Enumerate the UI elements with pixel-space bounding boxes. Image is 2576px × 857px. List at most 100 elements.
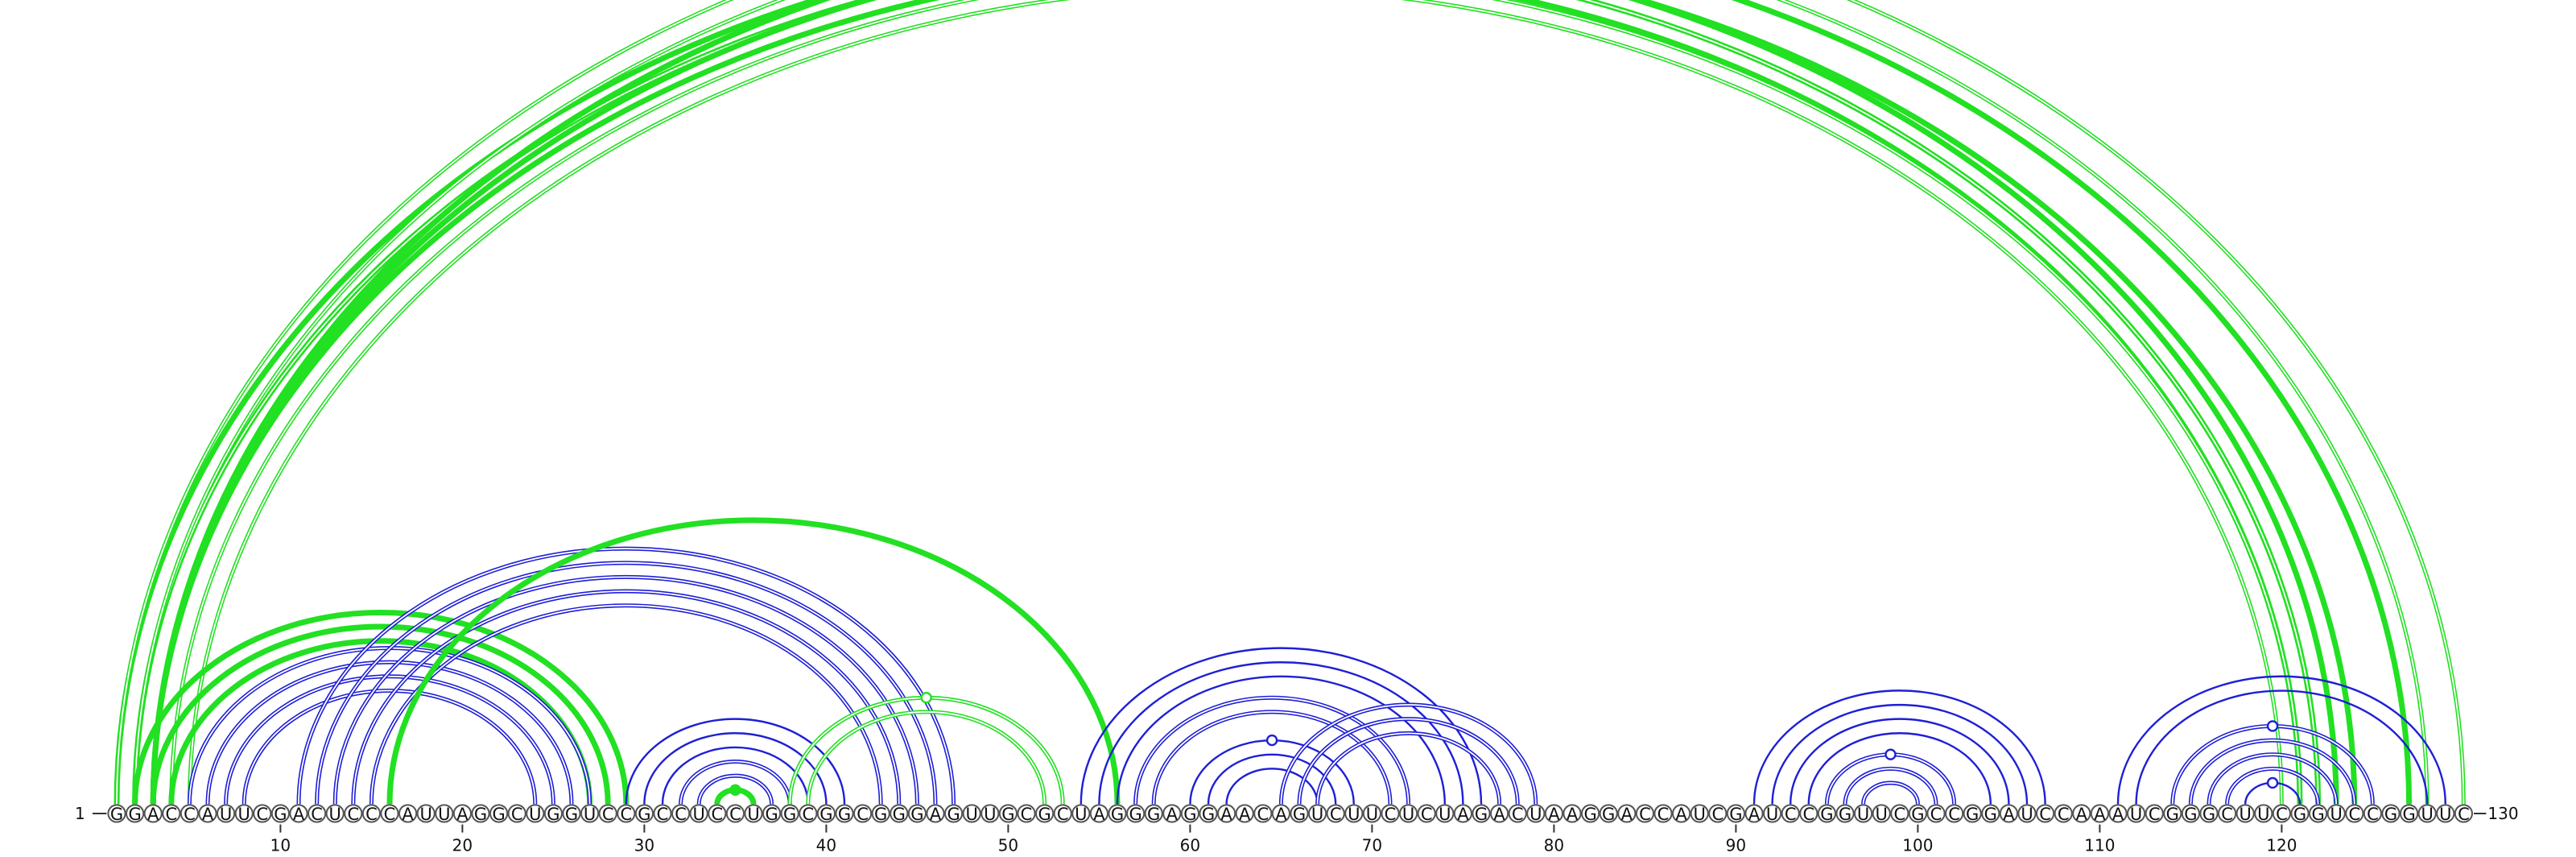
nucleotide-circle	[162, 804, 181, 823]
nucleotide-letter: C	[2367, 805, 2379, 824]
tick-label: 60	[1180, 836, 1200, 855]
nucleotide-circle	[416, 804, 436, 823]
nucleotide-circle	[1199, 804, 1218, 823]
nucleotide: U	[416, 804, 436, 824]
nucleotide: A	[2072, 804, 2091, 824]
tick-label: 40	[816, 836, 836, 855]
nucleotide: C	[653, 804, 672, 824]
nucleotide-circle	[2381, 804, 2401, 823]
nucleotide-letter: U	[329, 805, 341, 824]
nucleotide-circle	[1180, 804, 1200, 823]
nucleotide-letter: C	[347, 805, 359, 824]
nucleotide: C	[671, 804, 691, 824]
nucleotide-letter: A	[1457, 805, 1469, 824]
nucleotide: G	[2163, 804, 2182, 824]
nucleotide-circle	[1417, 804, 1436, 823]
nucleotide-circle	[289, 804, 308, 823]
nucleotide-letter: C	[675, 805, 687, 824]
nucleotide-circle	[871, 804, 890, 823]
base-pair-arc-inner	[370, 604, 882, 805]
nucleotide: U	[2417, 804, 2437, 824]
nucleotide-circle	[2290, 804, 2310, 823]
nucleotide-letter: G	[2311, 805, 2324, 824]
nucleotide-letter: A	[1239, 805, 1251, 824]
nucleotide-letter: G	[2402, 805, 2415, 824]
base-pair-arc	[1225, 768, 1319, 805]
nucleotide: U	[1854, 804, 1873, 824]
nucleotide-circle	[1690, 804, 1709, 823]
nucleotide-letter: C	[1948, 805, 1960, 824]
nucleotide-letter: C	[2276, 805, 2288, 824]
base-pair-arc	[625, 718, 846, 805]
nucleotide: U	[435, 804, 454, 824]
nucleotide-letter: C	[1802, 805, 1814, 824]
nucleotide: G	[762, 804, 782, 824]
nucleotide: U	[689, 804, 708, 824]
nucleotide-letter: A	[1748, 805, 1761, 824]
nucleotide-letter: G	[110, 805, 123, 824]
nucleotide-circle	[2181, 804, 2200, 823]
nucleotide: C	[308, 804, 327, 824]
nucleotide-circle	[344, 804, 363, 823]
nucleotide: G	[1035, 804, 1055, 824]
nucleotide-circle	[1362, 804, 1382, 823]
nucleotide-letter: G	[1839, 805, 1852, 824]
nucleotide: G	[543, 804, 564, 824]
base-pair-arc	[386, 517, 1121, 805]
nucleotide: U	[2436, 804, 2455, 824]
nucleotide: G	[270, 804, 290, 824]
nucleotide-letter: G	[274, 805, 287, 824]
nucleotide-circle	[1617, 804, 1637, 823]
nucleotide: G	[1981, 804, 2000, 824]
nucleotide-letter: C	[657, 805, 669, 824]
nucleotide: C	[253, 804, 272, 824]
nucleotide-circle	[489, 804, 509, 823]
nucleotide-letter: C	[711, 805, 723, 824]
nucleotide-circle	[1399, 804, 1418, 823]
nucleotide-circle	[2218, 804, 2237, 823]
nucleotide-circle	[2072, 804, 2091, 823]
nucleotide-letter: A	[930, 805, 942, 824]
nucleotide: A	[1617, 804, 1637, 824]
base-pair-arc-inner	[134, 0, 2319, 805]
nucleotide-letter: G	[819, 805, 832, 824]
nucleotide-circle	[1217, 804, 1236, 823]
nucleotide: U	[2326, 804, 2346, 824]
nucleotide-circle	[1908, 804, 1927, 823]
nucleotide: A	[1490, 804, 1509, 824]
nucleotide-letter: G	[474, 805, 487, 824]
nucleotide: C	[507, 804, 526, 824]
nucleotide-circle	[1981, 804, 2000, 823]
nucleotide-letter: G	[1147, 805, 1160, 824]
nucleotide-letter: U	[2330, 805, 2343, 824]
nucleotide-letter: G	[565, 805, 578, 824]
nucleotide-circle	[1999, 804, 2018, 823]
nucleotide: G	[1144, 804, 1163, 824]
nucleotide-circle	[1708, 804, 1728, 823]
nucleotide-circle	[653, 804, 672, 823]
nucleotide-letter: C	[1021, 805, 1033, 824]
nucleotide-circle	[744, 804, 763, 823]
nucleotide-letter: C	[165, 805, 177, 824]
nucleotide-letter: A	[402, 805, 414, 824]
nucleotide: A	[2090, 804, 2109, 824]
nucleotide-circle	[944, 804, 964, 823]
base-pair-arc	[2135, 689, 2429, 805]
nucleotide: C	[2218, 804, 2237, 824]
nucleotide-letter: U	[966, 805, 978, 824]
nucleotide-letter: G	[1111, 805, 1124, 824]
tick-label: 100	[1902, 836, 1933, 855]
nucleotide-letter: U	[984, 805, 996, 824]
nucleotide-circle	[1035, 804, 1055, 823]
nucleotide-circle	[998, 804, 1018, 823]
arc-apex-marker	[920, 691, 932, 704]
nucleotide: U	[580, 804, 600, 824]
nucleotide-letter: G	[1911, 805, 1924, 824]
tick-label: 50	[998, 836, 1018, 855]
base-pair-arc-inner	[334, 576, 919, 805]
nucleotide: U	[1690, 804, 1709, 824]
sequence-axis: 1 130 10 20 30 40 50 60 70 80 90 100 110 120	[75, 804, 2519, 855]
nucleotide-circle	[689, 804, 708, 823]
